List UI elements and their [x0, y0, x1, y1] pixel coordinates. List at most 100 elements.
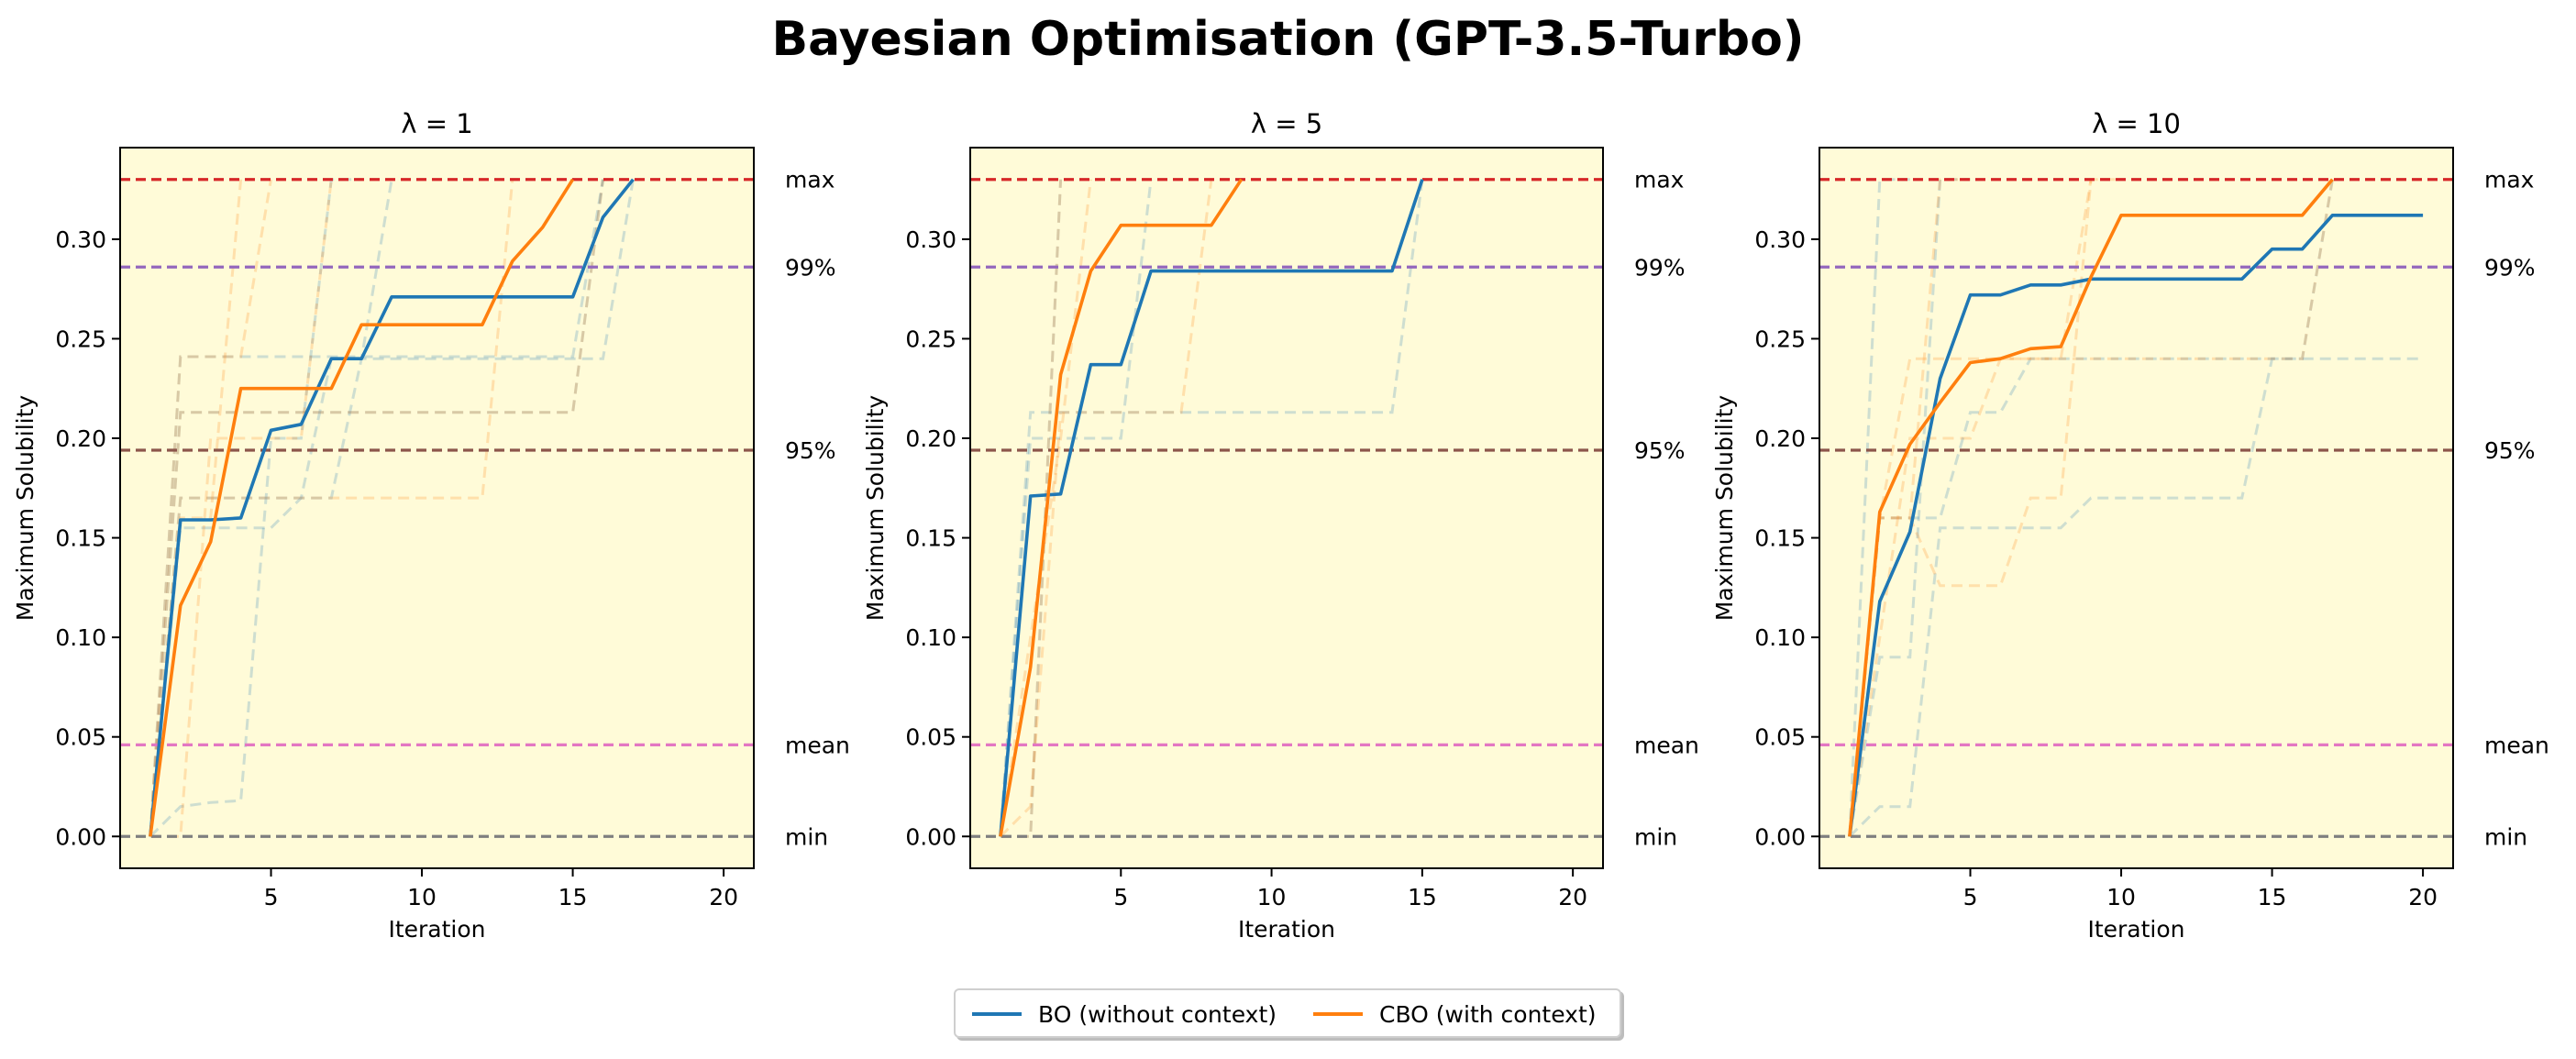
reference-label-min: min — [1634, 823, 1677, 850]
legend-swatch-cbo — [1313, 1012, 1363, 1016]
x-tick-label: 5 — [264, 884, 279, 910]
reference-label-min: min — [785, 823, 828, 850]
series-line-bo — [999, 179, 1424, 837]
series-line-cbo — [1848, 178, 2334, 837]
legend-item-bo: BO (without context) — [972, 999, 1277, 1029]
legend-swatch-bo — [972, 1012, 1022, 1016]
trial-line-cbo — [1848, 179, 2334, 837]
x-tick-label: 20 — [1558, 884, 1587, 910]
y-tick-label: 0.30 — [1754, 226, 1806, 253]
y-tick-label: 0.00 — [905, 823, 956, 850]
reference-label-mean: mean — [1634, 732, 1699, 758]
x-tick-label: 10 — [407, 884, 437, 910]
y-tick-label: 0.00 — [55, 823, 106, 850]
y-tick-label: 0.25 — [55, 325, 106, 352]
panel-3: 0.00 0.05 0.10 0.15 0.20 0.25 0.30 5 10 15 20 max 99… — [1711, 108, 2549, 943]
x-axis-label: Iteration — [388, 916, 485, 943]
plot-frame — [119, 147, 755, 869]
x-tick-label: 10 — [2106, 884, 2136, 910]
y-axis-label: Maximum Solubility — [862, 395, 889, 622]
reference-label-95pct: 95% — [1634, 437, 1686, 464]
trial-line-cbo — [149, 179, 333, 838]
x-tick-label: 5 — [1113, 884, 1128, 910]
x-tick-label: 15 — [1408, 884, 1437, 910]
y-axis-label: Maximum Solubility — [12, 395, 39, 622]
plot-frame — [1819, 147, 2454, 869]
trial-line-bo — [999, 179, 1153, 837]
trial-line-cbo — [1848, 178, 2121, 837]
y-tick-label: 0.30 — [55, 226, 106, 253]
legend-item-cbo: CBO (with context) — [1313, 999, 1597, 1029]
reference-label-mean: mean — [785, 732, 850, 758]
reference-label-max: max — [2484, 167, 2534, 193]
reference-label-min: min — [2484, 823, 2527, 850]
x-tick-label: 20 — [709, 884, 738, 910]
y-tick-label: 0.20 — [905, 425, 956, 452]
trial-line-cbo — [999, 179, 1092, 837]
plot-background — [970, 148, 1603, 868]
y-tick-label: 0.30 — [905, 226, 956, 253]
x-axis-label: Iteration — [1238, 916, 1335, 943]
reference-label-max: max — [1634, 167, 1684, 193]
panel-title: λ = 10 — [2092, 108, 2181, 139]
x-tick-label: 15 — [2258, 884, 2287, 910]
x-tick-label: 15 — [558, 884, 588, 910]
plot-area — [970, 178, 1603, 838]
series-line-bo — [149, 178, 635, 837]
panel-title: λ = 1 — [401, 108, 472, 139]
y-tick-label: 0.00 — [1754, 823, 1806, 850]
y-tick-label: 0.15 — [55, 525, 106, 552]
x-axis-label: Iteration — [2087, 916, 2184, 943]
y-tick-label: 0.20 — [55, 425, 106, 452]
y-tick-label: 0.05 — [55, 724, 106, 751]
y-tick-label: 0.10 — [905, 624, 956, 651]
trial-line-bo — [149, 179, 604, 837]
y-tick-label: 0.10 — [1754, 624, 1806, 651]
y-tick-label: 0.25 — [1754, 325, 1806, 352]
x-tick-label: 10 — [1257, 884, 1287, 910]
plot-area — [120, 178, 754, 838]
trial-line-cbo — [149, 179, 514, 837]
reference-label-95pct: 95% — [2484, 437, 2536, 464]
reference-label-95pct: 95% — [785, 437, 836, 464]
reference-label-99pct: 99% — [785, 254, 836, 281]
trial-line-bo — [1848, 179, 2334, 838]
reference-label-99pct: 99% — [1634, 254, 1686, 281]
reference-label-99pct: 99% — [2484, 254, 2536, 281]
y-tick-label: 0.05 — [1754, 724, 1806, 751]
trial-line-cbo — [149, 179, 604, 837]
x-tick-label: 20 — [2408, 884, 2438, 910]
trial-line-bo — [149, 179, 393, 837]
figure-title: Bayesian Optimisation (GPT-3.5-Turbo) — [771, 12, 1805, 67]
panel-title: λ = 5 — [1251, 108, 1322, 139]
x-tick-label: 5 — [1963, 884, 1978, 910]
panel-2: 0.00 0.05 0.10 0.15 0.20 0.25 0.30 5 10 15 20 max 99… — [862, 108, 1699, 943]
series-line-bo — [1848, 214, 2424, 837]
trial-line-cbo — [149, 179, 272, 837]
reference-label-mean: mean — [2484, 732, 2549, 758]
trial-line-bo — [149, 178, 362, 838]
series-line-cbo — [149, 178, 575, 837]
legend-label-cbo: CBO (with context) — [1379, 1000, 1597, 1028]
plot-area — [1819, 178, 2453, 838]
panel-1: 0.00 0.05 0.10 0.15 0.20 0.25 0.30 5 10 15 20 max 99… — [12, 108, 850, 943]
y-tick-label: 0.10 — [55, 624, 106, 651]
trial-line-cbo — [999, 179, 1213, 838]
plot-frame — [969, 147, 1604, 869]
y-axis-label: Maximum Solubility — [1711, 395, 1738, 622]
legend-label-bo: BO (without context) — [1038, 1000, 1277, 1028]
legend: BO (without context) CBO (with context) — [954, 988, 1621, 1038]
trial-line-bo — [1848, 357, 2424, 837]
trial-line-bo — [149, 179, 635, 837]
y-tick-label: 0.25 — [905, 325, 956, 352]
y-tick-label: 0.15 — [905, 525, 956, 552]
y-tick-label: 0.20 — [1754, 425, 1806, 452]
trial-line-cbo — [1848, 179, 2093, 837]
y-tick-label: 0.05 — [905, 724, 956, 751]
plot-background — [120, 148, 754, 868]
series-line-cbo — [999, 178, 1244, 837]
trial-line-bo — [1848, 178, 1910, 837]
trial-line-bo — [149, 179, 604, 837]
y-tick-label: 0.15 — [1754, 525, 1806, 552]
